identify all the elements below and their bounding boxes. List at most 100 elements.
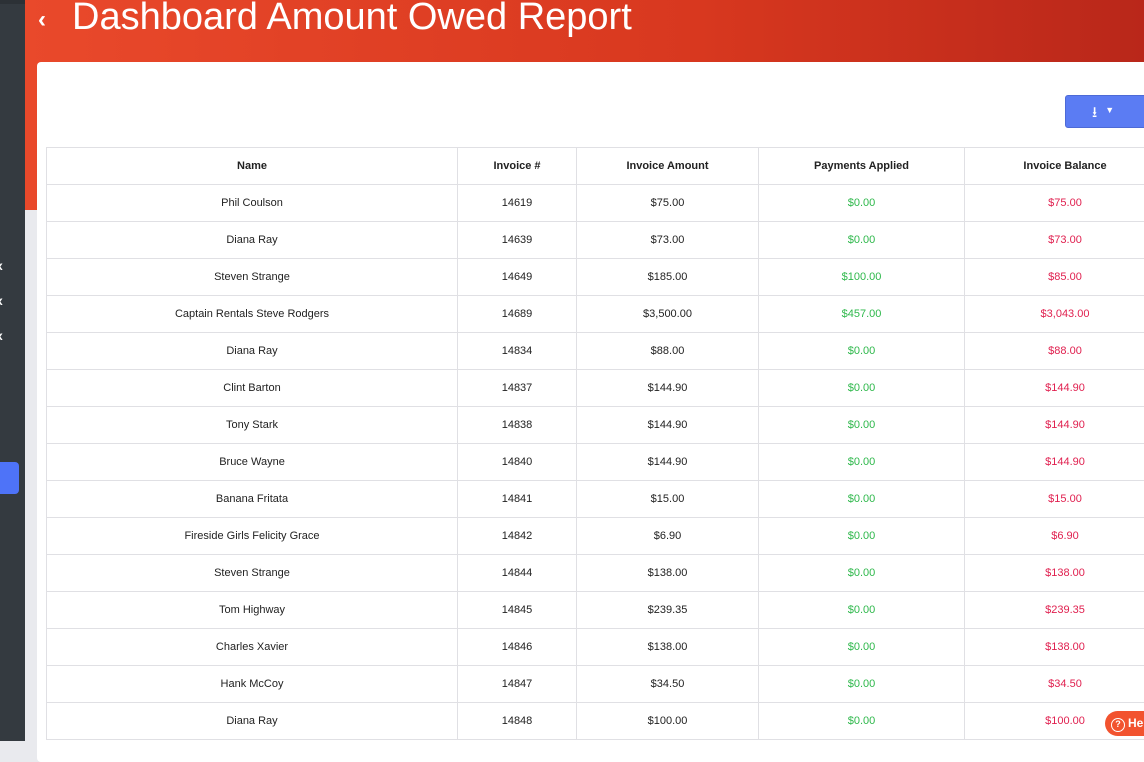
cell-payments-applied: $457.00 [759, 296, 965, 333]
cell-invoice-amount: $3,500.00 [577, 296, 759, 333]
cell-invoice-number: 14837 [458, 370, 577, 407]
cell-invoice-amount: $239.35 [577, 592, 759, 629]
cell-invoice-amount: $15.00 [577, 481, 759, 518]
cell-payments-applied: $0.00 [759, 703, 965, 740]
cell-invoice-amount: $6.90 [577, 518, 759, 555]
back-chevron-icon[interactable]: ‹ [38, 6, 46, 34]
cell-name: Captain Rentals Steve Rodgers [47, 296, 458, 333]
cell-name: Diana Ray [47, 333, 458, 370]
cell-payments-applied: $0.00 [759, 555, 965, 592]
cell-payments-applied: $0.00 [759, 481, 965, 518]
help-label: He [1128, 716, 1143, 730]
cell-invoice-balance: $144.90 [965, 407, 1144, 444]
cell-invoice-amount: $144.90 [577, 370, 759, 407]
cell-invoice-number: 14847 [458, 666, 577, 703]
download-dropdown-button[interactable]: ⭳▼ [1065, 95, 1144, 128]
help-button[interactable]: ?He [1105, 711, 1144, 736]
cell-invoice-balance: $15.00 [965, 481, 1144, 518]
cell-invoice-amount: $144.90 [577, 444, 759, 481]
column-header-payments-applied[interactable]: Payments Applied [759, 148, 965, 185]
cell-payments-applied: $0.00 [759, 592, 965, 629]
cell-invoice-number: 14848 [458, 703, 577, 740]
cell-invoice-number: 14649 [458, 259, 577, 296]
cell-invoice-amount: $138.00 [577, 629, 759, 666]
cell-invoice-amount: $75.00 [577, 185, 759, 222]
caret-down-icon: ▼ [1105, 105, 1114, 115]
cell-name: Charles Xavier [47, 629, 458, 666]
column-header-name[interactable]: Name [47, 148, 458, 185]
cell-payments-applied: $0.00 [759, 518, 965, 555]
cell-invoice-number: 14840 [458, 444, 577, 481]
cell-name: Diana Ray [47, 703, 458, 740]
cell-invoice-number: 14619 [458, 185, 577, 222]
cell-invoice-balance: $138.00 [965, 629, 1144, 666]
cell-invoice-balance: $34.50 [965, 666, 1144, 703]
cell-payments-applied: $0.00 [759, 444, 965, 481]
cell-invoice-amount: $73.00 [577, 222, 759, 259]
cell-invoice-balance: $6.90 [965, 518, 1144, 555]
cell-invoice-balance: $75.00 [965, 185, 1144, 222]
cell-name: Diana Ray [47, 222, 458, 259]
cell-name: Clint Barton [47, 370, 458, 407]
cell-invoice-number: 14845 [458, 592, 577, 629]
cell-invoice-amount: $138.00 [577, 555, 759, 592]
column-header-invoice-number[interactable]: Invoice # [458, 148, 577, 185]
column-header-invoice-balance[interactable]: Invoice Balance [965, 148, 1144, 185]
cell-payments-applied: $0.00 [759, 407, 965, 444]
cell-invoice-number: 14834 [458, 333, 577, 370]
sidebar-close-icon[interactable]: x [0, 259, 3, 273]
cell-invoice-balance: $239.35 [965, 592, 1144, 629]
cell-invoice-balance: $144.90 [965, 370, 1144, 407]
cell-payments-applied: $0.00 [759, 370, 965, 407]
cell-invoice-balance: $3,043.00 [965, 296, 1144, 333]
cell-payments-applied: $100.00 [759, 259, 965, 296]
cell-name: Fireside Girls Felicity Grace [47, 518, 458, 555]
cell-invoice-number: 14639 [458, 222, 577, 259]
cell-payments-applied: $0.00 [759, 629, 965, 666]
cell-invoice-amount: $185.00 [577, 259, 759, 296]
cell-payments-applied: $0.00 [759, 333, 965, 370]
cell-payments-applied: $0.00 [759, 666, 965, 703]
download-icon: ⭳ [1092, 104, 1097, 121]
cell-name: Tom Highway [47, 592, 458, 629]
cell-invoice-number: 14846 [458, 629, 577, 666]
help-icon: ? [1111, 718, 1125, 732]
sidebar: x x x [0, 0, 25, 741]
cell-name: Bruce Wayne [47, 444, 458, 481]
cell-invoice-balance: $73.00 [965, 222, 1144, 259]
cell-name: Hank McCoy [47, 666, 458, 703]
sidebar-active-item[interactable] [0, 462, 19, 494]
cell-invoice-number: 14689 [458, 296, 577, 333]
cell-name: Phil Coulson [47, 185, 458, 222]
cell-invoice-balance: $138.00 [965, 555, 1144, 592]
cell-invoice-number: 14838 [458, 407, 577, 444]
cell-name: Steven Strange [47, 259, 458, 296]
page-title: Dashboard Amount Owed Report [72, 0, 632, 39]
sidebar-close-icon[interactable]: x [0, 329, 3, 343]
cell-payments-applied: $0.00 [759, 185, 965, 222]
column-header-invoice-amount[interactable]: Invoice Amount [577, 148, 759, 185]
cell-invoice-number: 14842 [458, 518, 577, 555]
cell-invoice-amount: $88.00 [577, 333, 759, 370]
cell-payments-applied: $0.00 [759, 222, 965, 259]
cell-invoice-balance: $85.00 [965, 259, 1144, 296]
sidebar-close-icon[interactable]: x [0, 294, 3, 308]
cell-invoice-amount: $144.90 [577, 407, 759, 444]
cell-name: Tony Stark [47, 407, 458, 444]
